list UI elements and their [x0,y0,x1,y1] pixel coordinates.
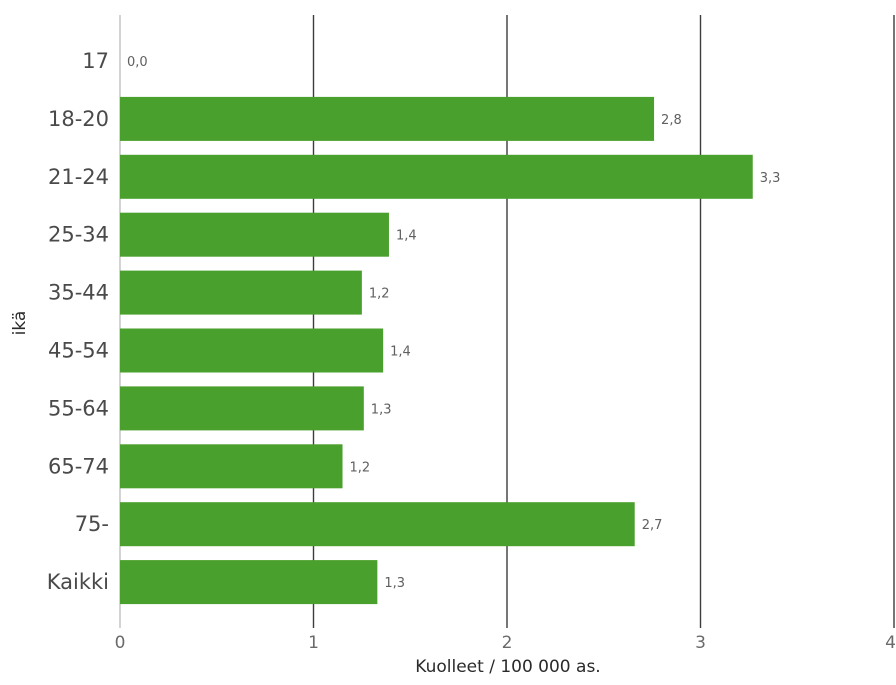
category-labels: 17 18-20 21-24 25-34 35-44 45-54 55-64 65-74 75-… [47,49,109,594]
data-label: 1,4 [390,345,411,360]
x-tick-labels: 0 1 2 3 4 [115,633,896,653]
x-tick-label: 4 [885,633,896,653]
bar [120,328,384,373]
data-label: 3,3 [760,171,781,186]
bar [120,444,343,489]
category-label: 65-74 [48,454,109,478]
category-label: 25-34 [48,223,109,247]
category-label: Kaikki [47,570,109,594]
x-tick-label: 1 [308,633,319,653]
data-label: 0,0 [127,55,148,70]
category-label: 55-64 [48,396,109,420]
bar [120,212,389,257]
x-tick-label: 0 [115,633,126,653]
x-axis-title: Kuolleet / 100 000 as. [415,657,600,677]
category-label: 75- [75,512,109,536]
bar [120,96,655,141]
bar [120,502,635,547]
x-tick-label: 2 [502,633,513,653]
bar [120,270,362,315]
bar [120,386,364,431]
data-label: 1,2 [350,460,371,475]
y-axis-title: ikä [10,311,30,336]
data-labels: 0,0 2,8 3,3 1,4 1,2 1,4 1,3 1,2 2,7 1,3 [127,55,780,591]
category-label: 18-20 [48,107,109,131]
category-label: 17 [82,49,109,73]
bar [120,154,753,199]
data-label: 2,7 [642,518,663,533]
category-label: 35-44 [48,281,109,305]
data-label: 1,2 [369,287,390,302]
bar [120,560,378,605]
category-label: 21-24 [48,165,109,189]
data-label: 1,3 [384,576,405,591]
bars [120,96,753,605]
data-label: 1,3 [371,402,392,417]
data-label: 1,4 [396,229,417,244]
data-label: 2,8 [661,113,682,128]
x-tick-label: 3 [695,633,706,653]
category-label: 45-54 [48,339,109,363]
